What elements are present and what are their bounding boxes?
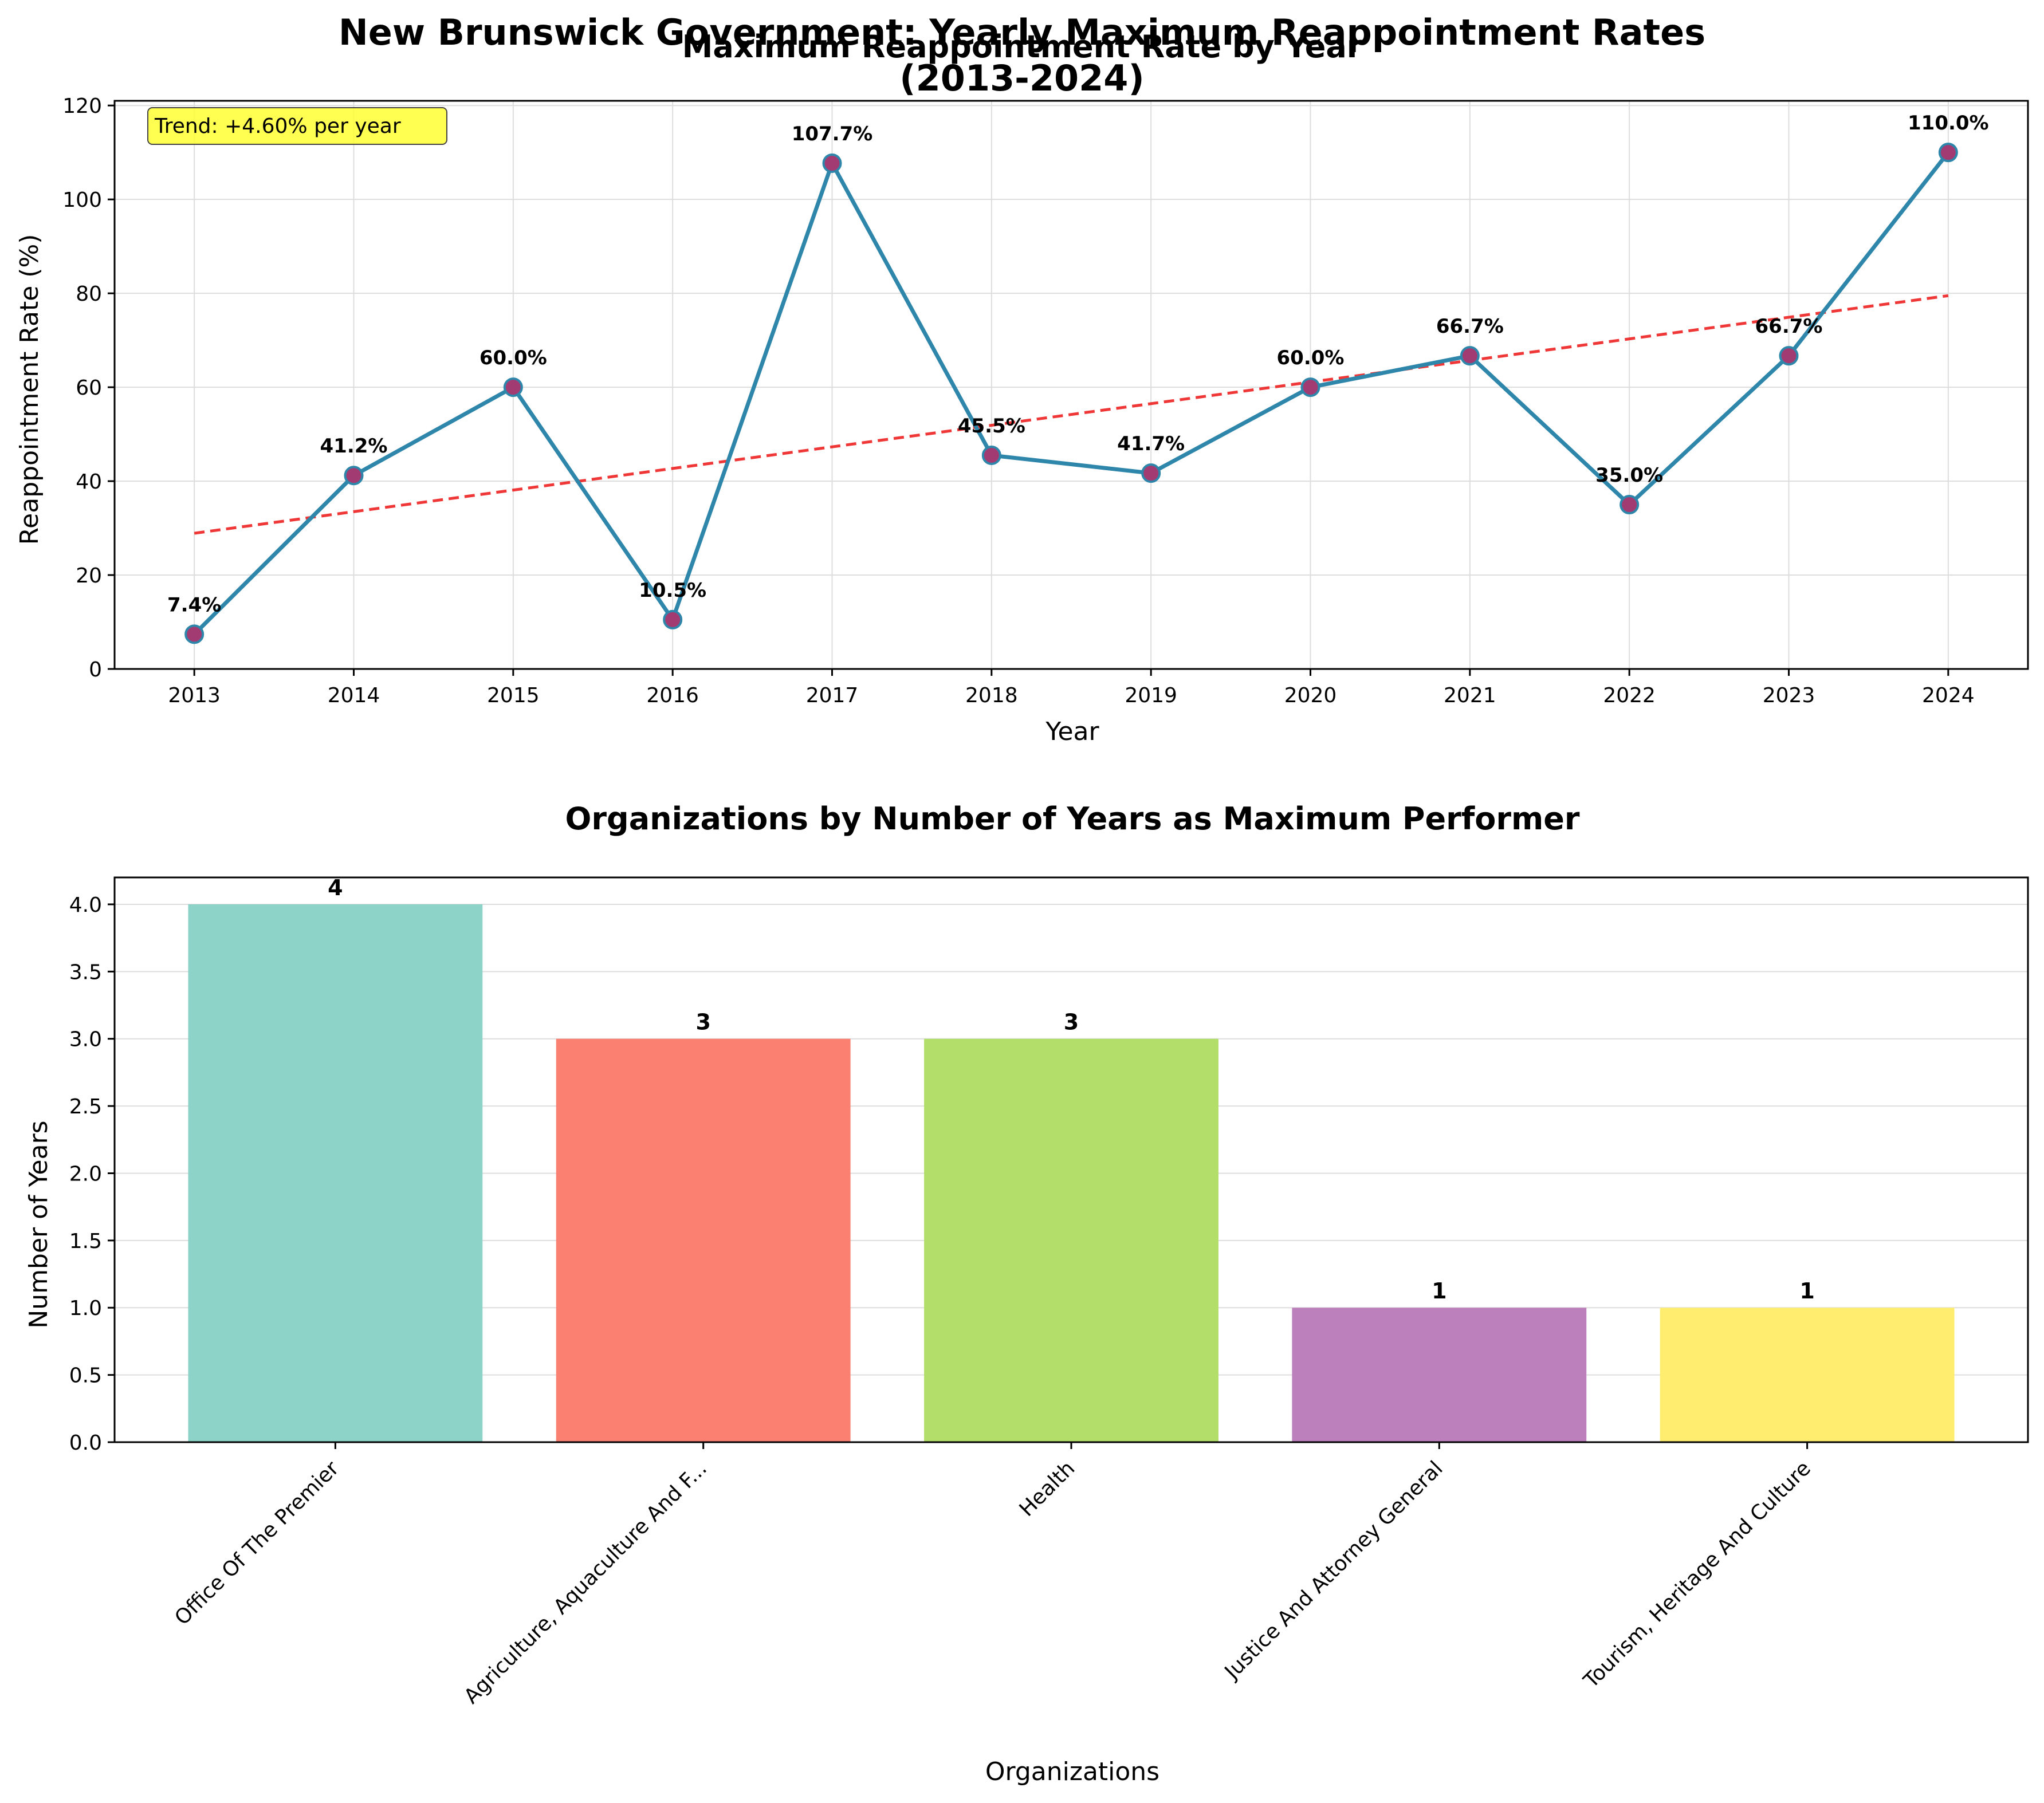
x-tick-label: 2024 (1922, 684, 1975, 707)
data-label: 66.7% (1755, 315, 1823, 338)
data-point (1620, 495, 1640, 515)
bar-chart-ylabel: Number of Years (24, 1120, 53, 1328)
data-point (822, 153, 842, 174)
data-label: 60.0% (479, 347, 547, 369)
x-tick-label: 2019 (1125, 684, 1177, 707)
x-tick-label: 2017 (806, 684, 859, 707)
data-label: 110.0% (1908, 112, 1989, 135)
x-tick-label: 2013 (168, 684, 221, 707)
data-label: 41.7% (1117, 432, 1185, 455)
y-tick-label: 120 (62, 95, 102, 118)
y-tick-label: 3.0 (69, 1028, 102, 1052)
y-tick-label: 20 (76, 564, 102, 588)
trend-annotation-box (147, 107, 447, 145)
y-tick-label: 100 (62, 188, 102, 212)
data-label: 107.7% (792, 123, 873, 145)
data-point (1779, 346, 1799, 366)
line-chart-xlabel: Year (1045, 717, 1099, 746)
data-point (1460, 346, 1480, 366)
x-tick-label: 2015 (487, 684, 540, 707)
y-tick-label: 0.5 (69, 1364, 102, 1388)
y-tick-label: 0 (89, 658, 102, 682)
x-tick-label: 2021 (1444, 684, 1496, 707)
line-chart-ylabel: Reappointment Rate (%) (15, 234, 44, 545)
bar (1660, 1308, 1955, 1442)
x-tick-label: 2020 (1284, 684, 1337, 707)
bar-value-label: 4 (328, 875, 343, 900)
data-point (1938, 143, 1958, 163)
trend-annotation: Trend: +4.60% per year (147, 107, 447, 145)
bar (1292, 1308, 1587, 1442)
bar-chart-xlabel: Organizations (985, 1757, 1159, 1786)
trend-line (194, 294, 1949, 535)
bar-value-label: 3 (695, 1010, 710, 1035)
bar-chart-title: Organizations by Number of Years as Maxi… (565, 801, 1580, 837)
data-point (1300, 377, 1320, 397)
trend-annotation-text: Trend: +4.60% per year (154, 115, 401, 138)
y-tick-label: 2.5 (69, 1095, 102, 1119)
y-tick-label: 3.5 (69, 960, 102, 984)
series-line (192, 151, 1950, 636)
data-point (663, 609, 683, 629)
figure-suptitle-line1: New Brunswick Government: Yearly Maximum… (339, 11, 1705, 53)
y-tick-label: 40 (76, 470, 102, 494)
data-label: 10.5% (639, 579, 706, 602)
y-tick-label: 1.5 (69, 1230, 102, 1253)
data-point (503, 377, 523, 397)
data-label: 60.0% (1277, 347, 1345, 369)
y-tick-label: 2.0 (69, 1162, 102, 1186)
data-label: 41.2% (320, 435, 388, 458)
x-tick-label: 2014 (328, 684, 380, 707)
line-chart-title: Maximum Reappointment Rate by Year (682, 29, 1362, 65)
data-label: 35.0% (1595, 464, 1663, 487)
bar-value-label: 1 (1799, 1278, 1814, 1304)
data-point (344, 466, 364, 486)
bar (188, 904, 483, 1442)
data-label: 66.7% (1436, 315, 1504, 338)
line-chart-panel: Maximum Reappointment Rate by Year 7.4% 4… (15, 29, 2029, 746)
data-point (981, 445, 1001, 465)
x-tick-label: 2023 (1763, 684, 1815, 707)
line-chart-axes: 2013 2014 2015 2016 2017 2018 2019 2020 2021 2022… (62, 95, 2029, 707)
bar (556, 1038, 851, 1442)
bar-value-label: 1 (1432, 1278, 1446, 1304)
line-chart-frame (113, 100, 2029, 670)
y-tick-label: 60 (76, 376, 102, 400)
y-tick-label: 1.0 (69, 1297, 102, 1320)
data-point (184, 624, 205, 644)
x-tick-label: 2018 (965, 684, 1018, 707)
y-tick-label: 0.0 (69, 1431, 102, 1455)
y-tick-label: 4.0 (69, 893, 102, 917)
data-label: 45.5% (958, 415, 1025, 438)
y-tick-label: 80 (76, 282, 102, 306)
data-point (1141, 463, 1161, 483)
data-label: 7.4% (167, 593, 221, 616)
line-chart-marks: 7.4% 41.2% 60.0% 10.5% 107.7% 45.5% 41.7% 60.0%… (167, 112, 1989, 644)
bar-chart-marks: 4 3 3 1 1 (188, 875, 1955, 1442)
x-tick-label: 2022 (1603, 684, 1656, 707)
figure-suptitle-line2: (2013-2024) (899, 57, 1145, 99)
bar-value-label: 3 (1064, 1010, 1079, 1035)
x-tick-label: 2016 (646, 684, 699, 707)
bar (924, 1038, 1218, 1442)
